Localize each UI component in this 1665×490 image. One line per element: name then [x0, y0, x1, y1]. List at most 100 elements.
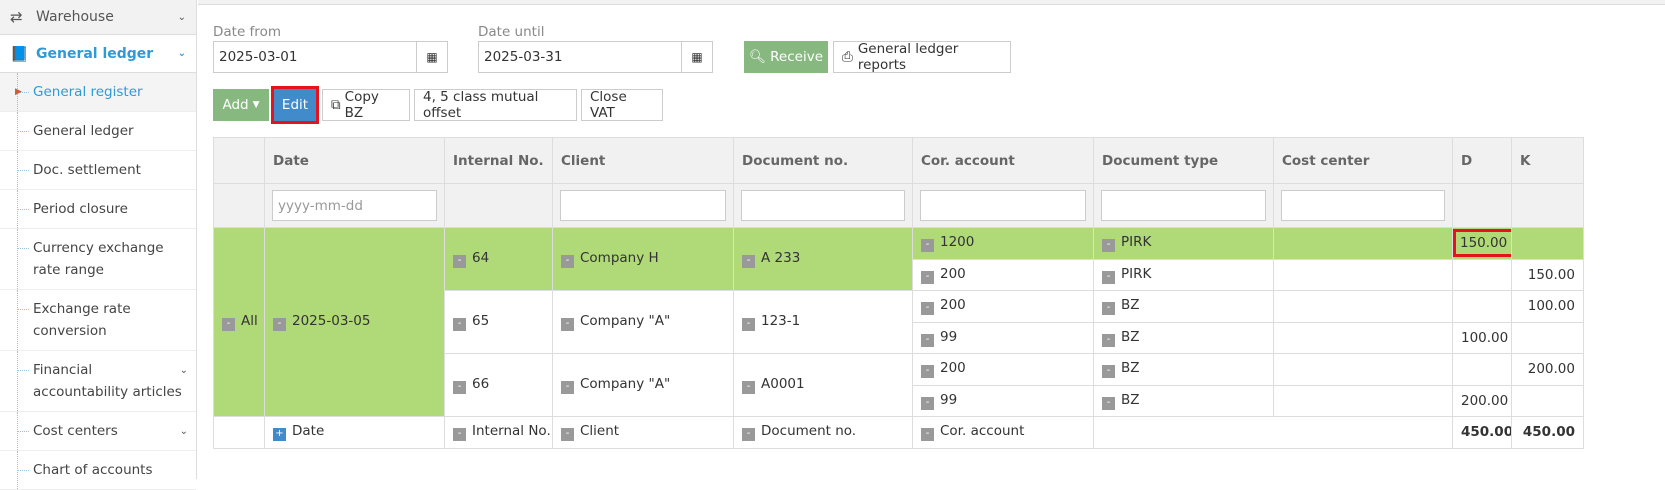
receive-button[interactable]: 🔍︎ Receive	[744, 41, 828, 73]
client-filter-input[interactable]	[560, 190, 726, 221]
collapse-icon[interactable]: -	[742, 381, 755, 394]
column-header[interactable]	[213, 137, 265, 184]
cor-account-filter-input[interactable]	[920, 190, 1086, 221]
date-until-input[interactable]: 2025-03-31 ▦	[478, 41, 713, 73]
collapse-icon[interactable]: -	[742, 255, 755, 268]
collapse-icon[interactable]: -	[453, 255, 466, 268]
table-cell: -99	[912, 384, 1094, 417]
sidebar-item[interactable]: Period closure	[0, 190, 196, 229]
collapse-icon[interactable]: -	[561, 318, 574, 331]
collapse-icon[interactable]: -	[921, 302, 934, 316]
column-header[interactable]: D	[1452, 137, 1512, 184]
collapse-icon[interactable]: -	[1102, 396, 1115, 410]
table-cell	[1273, 227, 1453, 260]
column-header[interactable]: Internal No.	[444, 137, 553, 184]
sidebar-item[interactable]: Cost centers ⌄	[0, 412, 196, 451]
table-cell	[213, 416, 265, 449]
cell-text: BZ	[1121, 297, 1140, 314]
sidebar-item-label: General register	[33, 84, 143, 100]
cell-text: Company "A"	[580, 313, 671, 329]
filter-cell	[1273, 183, 1453, 228]
table-cell: - Client	[552, 416, 734, 449]
collapse-icon[interactable]: -	[453, 428, 466, 442]
table-row[interactable]: -65- Company "A" -123-1-200- BZ 100.00	[214, 290, 1584, 354]
table-cell	[1273, 321, 1453, 354]
add-button[interactable]: Add ▼	[213, 89, 269, 121]
date-from-input[interactable]: 2025-03-01 ▦	[213, 41, 448, 73]
edit-button[interactable]: Edit	[271, 86, 319, 124]
calendar-icon[interactable]: ▦	[681, 42, 712, 72]
collapse-icon[interactable]: -	[742, 428, 755, 442]
collapse-icon[interactable]: -	[273, 318, 286, 331]
sidebar-item-label: Currency exchange rate range	[33, 240, 164, 278]
table-cell: - Company H	[552, 227, 734, 291]
table-row[interactable]: -99- BZ 100.00	[214, 321, 1584, 354]
copy-bz-button[interactable]: ⧉ Copy BZ	[322, 89, 410, 121]
sidebar-item-warehouse[interactable]: ⇄ Warehouse ⌄	[0, 0, 196, 35]
collapse-icon[interactable]: -	[921, 365, 934, 379]
copy-icon: ⧉	[331, 97, 341, 113]
sidebar-item[interactable]: Currency exchange rate range	[0, 229, 196, 290]
column-header[interactable]: Client	[552, 137, 734, 184]
document-no-filter-input[interactable]	[741, 190, 905, 221]
collapse-icon[interactable]: -	[1102, 302, 1115, 316]
collapse-icon[interactable]: -	[222, 318, 235, 331]
cell-text: 150.00	[1527, 266, 1575, 283]
column-header[interactable]: K	[1511, 137, 1584, 184]
document-type-filter-input[interactable]	[1101, 190, 1266, 221]
table-row[interactable]: - All -2025-03-05-64- Company H-A 233-1200-…	[213, 227, 1584, 417]
table-cell	[1452, 353, 1512, 386]
sidebar-item[interactable]: Financial accountability articles ⌄	[0, 351, 196, 412]
general-ledger-reports-button[interactable]: ⎙ General ledger reports	[833, 41, 1011, 73]
collapse-icon[interactable]: -	[921, 270, 934, 284]
table-row[interactable]: -200- PIRK 150.00	[214, 258, 1584, 291]
cell-text: Internal No.	[472, 423, 551, 440]
collapse-icon[interactable]: -	[561, 428, 574, 442]
collapse-icon[interactable]: -	[921, 239, 934, 253]
calendar-icon[interactable]: ▦	[416, 42, 447, 72]
sidebar-item[interactable]: Chart of accounts	[0, 451, 196, 490]
table-cell	[1452, 258, 1512, 291]
sidebar-item-label: General ledger	[33, 123, 134, 139]
collapse-icon[interactable]: -	[453, 381, 466, 394]
collapse-icon[interactable]: -	[1102, 333, 1115, 347]
sidebar-item[interactable]: ▶ General register	[0, 73, 196, 112]
collapse-icon[interactable]: -	[921, 396, 934, 410]
mutual-offset-button[interactable]: 4, 5 class mutual offset	[414, 89, 577, 121]
collapse-icon[interactable]: -	[921, 428, 934, 442]
sidebar-item-general-ledger[interactable]: 📘 General ledger ⌄	[0, 35, 196, 73]
filter-cell	[1093, 183, 1274, 228]
table-cell: - Company "A"	[552, 290, 734, 354]
collapse-icon[interactable]: -	[561, 255, 574, 268]
book-icon: 📘	[10, 44, 29, 63]
close-vat-button[interactable]: Close VAT	[581, 89, 663, 121]
column-header[interactable]: Cor. account	[912, 137, 1094, 184]
debit-total: 450.00	[1452, 416, 1512, 449]
table-cell: - Company "A"	[552, 353, 734, 417]
date-from-label: Date from	[213, 24, 281, 40]
date-filter-input[interactable]: yyyy-mm-dd	[272, 190, 437, 221]
column-header[interactable]: Document no.	[733, 137, 913, 184]
cell-text: PIRK	[1121, 234, 1152, 251]
collapse-icon[interactable]: -	[742, 318, 755, 331]
add-label: Add	[222, 97, 249, 113]
expand-icon[interactable]: +	[273, 428, 286, 442]
table-cell: -66	[444, 353, 553, 417]
column-header[interactable]: Document type	[1093, 137, 1274, 184]
filter-cell	[213, 183, 265, 228]
cost-center-filter-input[interactable]	[1281, 190, 1445, 221]
collapse-icon[interactable]: -	[921, 333, 934, 347]
table-cell: - PIRK	[1093, 258, 1274, 291]
collapse-icon[interactable]: -	[561, 381, 574, 394]
collapse-icon[interactable]: -	[453, 318, 466, 331]
collapse-icon[interactable]: -	[1102, 365, 1115, 379]
column-header[interactable]: Date	[264, 137, 445, 184]
collapse-icon[interactable]: -	[1102, 239, 1115, 253]
sidebar-item[interactable]: Exchange rate conversion	[0, 290, 196, 351]
collapse-icon[interactable]: -	[1102, 270, 1115, 284]
sidebar-item[interactable]: Doc. settlement	[0, 151, 196, 190]
column-header[interactable]: Cost center	[1273, 137, 1453, 184]
summary-row: + Date - Internal No. - Client - Document no. -…	[213, 416, 1584, 449]
sidebar-item-label: Period closure	[33, 201, 128, 217]
sidebar-item[interactable]: General ledger	[0, 112, 196, 151]
